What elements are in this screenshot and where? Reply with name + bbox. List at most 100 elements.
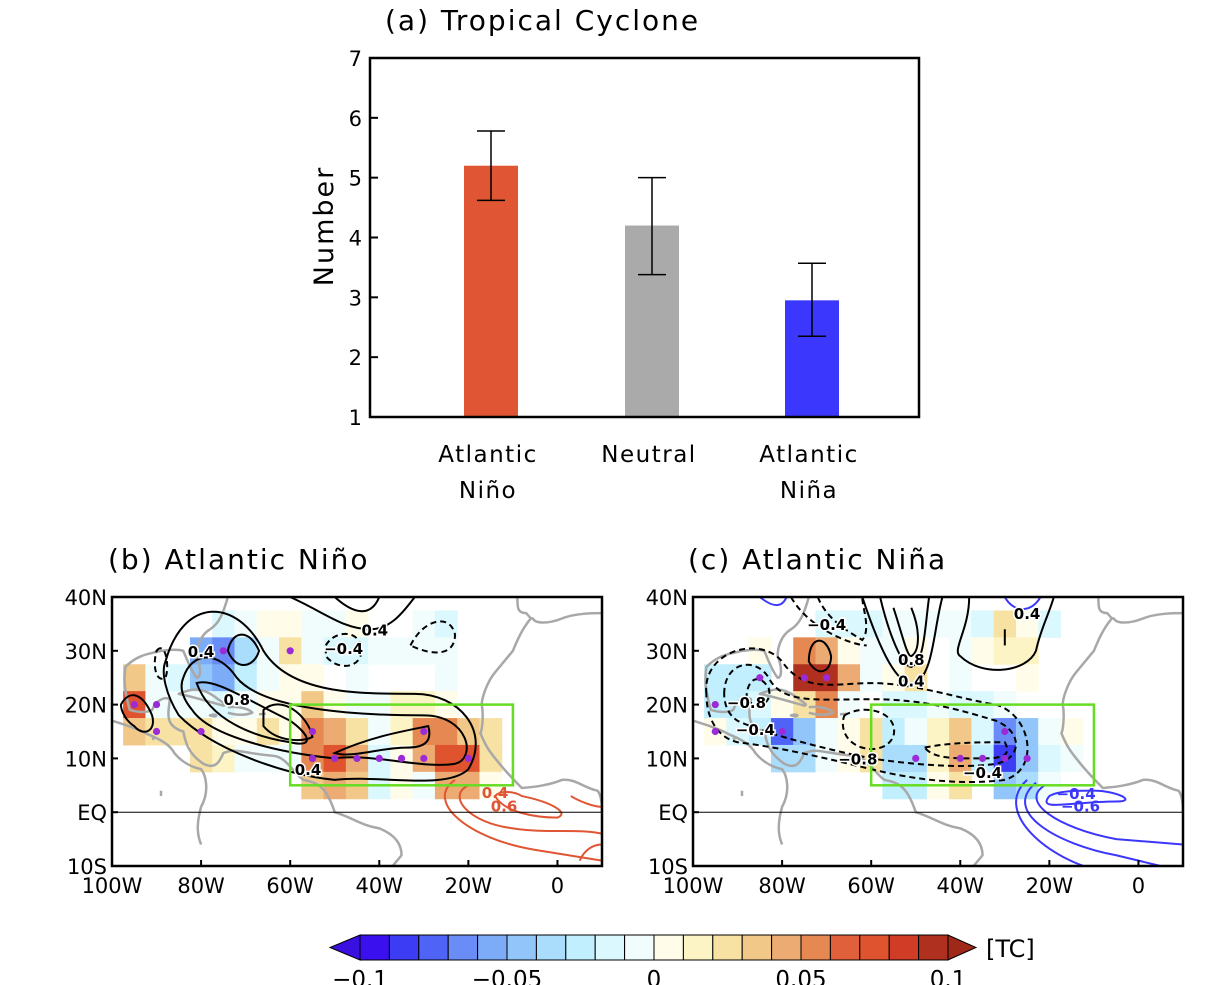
- genesis-point: [308, 754, 317, 762]
- y-tick-label: 40N: [65, 586, 107, 610]
- contour-label: −0.4: [736, 721, 775, 739]
- genesis-point: [978, 754, 987, 762]
- genesis-point: [152, 727, 161, 736]
- contour-positive: [182, 658, 467, 765]
- region-box: [869, 703, 1096, 787]
- category-label: Niño: [459, 478, 517, 504]
- anomaly-cell: [256, 744, 280, 773]
- anomaly-cell: [882, 744, 906, 773]
- sst-contour: [1036, 785, 1183, 844]
- genesis-point: [286, 647, 294, 655]
- contour-label: 0.4: [362, 621, 389, 639]
- x-tick-label: 0: [551, 874, 564, 898]
- anomaly-cell: [301, 637, 325, 665]
- contour-label: −0.4: [1057, 785, 1096, 803]
- genesis-point: [353, 754, 361, 762]
- anomaly-cell: [971, 610, 995, 638]
- anomaly-cell: [479, 718, 503, 746]
- anomaly-cell: [123, 718, 146, 746]
- contour-positive: [263, 704, 312, 740]
- panel-b-title: (b) Atlantic Niño: [108, 543, 370, 576]
- bar: [464, 165, 518, 417]
- anomaly-cell: [390, 637, 414, 665]
- colorbar-swatch: [594, 934, 626, 961]
- contour-label: −0.8: [727, 694, 766, 712]
- anomaly-cell: [434, 744, 458, 773]
- x-tick-label: 80W: [177, 874, 225, 898]
- contour-positive: [862, 597, 942, 684]
- category-label: Atlantic: [759, 442, 858, 468]
- y-tick-label: 7: [349, 47, 362, 71]
- anomaly-cell: [345, 718, 369, 746]
- contour-negative: [818, 597, 867, 640]
- panel-c-title: (c) Atlantic Niña: [688, 543, 948, 576]
- genesis-point: [1001, 727, 1009, 736]
- contour-positive: [121, 695, 153, 732]
- bar-chart: Atlantic Niño Neutral Atlantic Niña 1 2 3 4 5 6 7 Nu…: [309, 47, 921, 504]
- y-tick-label: 10S: [67, 855, 107, 879]
- anomaly-cell: [926, 718, 950, 746]
- anomaly-cell: [1015, 664, 1039, 692]
- x-tick-label: 80W: [758, 874, 806, 898]
- sst-contour: [580, 844, 602, 860]
- colorbar-tick-label: 0.05: [775, 967, 826, 985]
- colorbar-swatch: [859, 934, 890, 961]
- anomaly-cell: [345, 610, 369, 638]
- anomaly-cell: [837, 718, 861, 746]
- contour-positive: [880, 597, 929, 667]
- colorbar-tick-label: 0.1: [930, 967, 967, 985]
- colorbar-swatch: [800, 934, 831, 961]
- y-tick-label: EQ: [658, 801, 688, 825]
- y-tick-label: 4: [349, 227, 362, 251]
- x-tick-label: 60W: [847, 874, 895, 898]
- anomaly-cell: [1038, 610, 1061, 638]
- sst-contour: [571, 796, 602, 807]
- anomaly-cell: [949, 637, 972, 665]
- anomaly-cell: [793, 637, 816, 665]
- anomaly-cell: [1015, 610, 1039, 638]
- anomaly-cell: [860, 637, 883, 665]
- panel-a-title: (a) Tropical Cyclone: [385, 4, 701, 37]
- anomaly-cell: [793, 744, 816, 773]
- anomaly-cell: [837, 610, 861, 638]
- region-box: [288, 703, 515, 787]
- anomaly-cell: [368, 718, 391, 746]
- anomaly-cell: [323, 637, 347, 665]
- colorbar-tick-label: −0.05: [472, 967, 542, 985]
- x-tick-label: 20W: [445, 874, 493, 898]
- colorbar-over-triangle: [947, 934, 978, 961]
- coastline: [112, 721, 206, 845]
- anomaly-cell: [971, 718, 995, 746]
- y-tick-label: 6: [349, 107, 362, 131]
- anomaly-cell: [949, 664, 972, 692]
- anomaly-cell: [189, 664, 213, 692]
- anomaly-cell: [1038, 744, 1061, 773]
- anomaly-cell: [301, 664, 325, 692]
- coastline: [517, 597, 602, 623]
- genesis-point: [711, 727, 719, 736]
- anomaly-cell: [479, 744, 503, 773]
- contour-label: 0.8: [898, 651, 925, 669]
- genesis-point: [464, 754, 472, 762]
- colorbar-swatch: [624, 934, 655, 961]
- anomaly-cell: [1015, 637, 1039, 665]
- genesis-point: [331, 754, 339, 762]
- anomaly-cell: [167, 664, 191, 692]
- x-tick-label: 40W: [937, 874, 985, 898]
- anomaly-cell: [256, 664, 280, 692]
- x-tick-label: 20W: [1026, 874, 1074, 898]
- genesis-point: [308, 727, 317, 736]
- coastline: [693, 721, 787, 845]
- anomaly-cell: [279, 664, 302, 692]
- colorbar-swatch: [712, 934, 743, 961]
- genesis-point: [197, 727, 205, 736]
- anomaly-cell: [904, 664, 928, 692]
- coastline: [259, 714, 266, 715]
- anomaly-cell: [815, 637, 839, 665]
- colorbar-swatch: [418, 934, 449, 961]
- genesis-point: [711, 701, 719, 709]
- anomaly-cell: [1060, 744, 1084, 773]
- colorbar-tick-label: −0.1: [332, 967, 388, 985]
- category-label: Niña: [780, 478, 838, 504]
- genesis-point: [778, 727, 786, 736]
